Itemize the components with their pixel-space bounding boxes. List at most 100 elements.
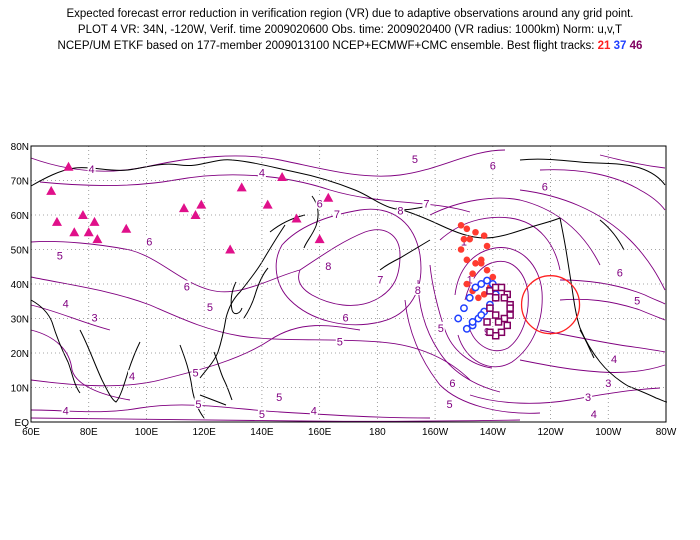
contour-line <box>30 276 471 381</box>
track-37-point <box>477 280 486 288</box>
contour-label-bg <box>610 352 619 364</box>
contour-label: 6 <box>146 237 152 249</box>
contour-label: 5 <box>412 154 418 166</box>
track-37-point <box>471 283 480 292</box>
station-triangle <box>277 172 288 182</box>
contour-label: 6 <box>343 313 349 325</box>
station-triangle <box>314 234 325 244</box>
contour-label-bg <box>324 259 333 271</box>
contour-lines <box>30 149 666 422</box>
track-21-point <box>477 256 485 264</box>
contour-label-bg <box>191 366 200 378</box>
contour-label-bg <box>445 397 454 409</box>
lon-tick-label: 140W <box>480 427 507 438</box>
track-37-point <box>468 318 477 326</box>
lat-tick-label: 80N <box>11 142 29 153</box>
contour-label: 5 <box>337 337 343 349</box>
contour-label: 1 <box>467 275 473 287</box>
contour-label-bg <box>128 370 137 382</box>
contour-label-bg <box>61 297 70 309</box>
coastline-borneo <box>199 394 227 406</box>
contour-line <box>519 359 666 373</box>
title-line-3-prefix: NCEP/UM ETKF based on 177-member 2009013… <box>57 40 595 52</box>
track-46-point <box>497 283 506 292</box>
contour-line <box>30 304 111 331</box>
lat-tick-label: 50N <box>11 246 29 257</box>
track-21-point <box>483 242 491 250</box>
contour-label: 7 <box>423 199 429 211</box>
observation-stations <box>46 161 334 254</box>
contour-label-bg <box>589 408 598 420</box>
station-triangle <box>190 210 201 219</box>
contour-label-bg <box>376 273 385 285</box>
station-triangle <box>196 199 207 209</box>
contour-line <box>417 279 501 393</box>
track-37-point <box>454 314 463 323</box>
contour-label-bg <box>396 204 405 216</box>
station-triangle <box>225 244 236 254</box>
contour-label: 5 <box>259 409 265 421</box>
station-triangle <box>83 227 94 237</box>
coastline-south-asia <box>30 299 81 394</box>
contour-label-bg <box>55 249 64 261</box>
track-21-point <box>480 291 488 298</box>
contour-label-bg <box>332 208 341 219</box>
coastline-india <box>79 329 141 403</box>
contour-label: 4 <box>129 371 135 383</box>
contour-line <box>30 149 506 177</box>
track-21-point <box>475 294 482 302</box>
track-37-point <box>462 324 471 333</box>
coastline-indochina <box>179 344 205 419</box>
track-21-point <box>463 256 471 264</box>
title-line-3: NCEP/UM ETKF based on 177-member 2009013… <box>0 38 700 54</box>
track-legend-46: 46 <box>629 40 643 52</box>
station-triangle <box>46 185 57 195</box>
contour-label-bg <box>540 180 549 192</box>
contour-line <box>298 229 401 306</box>
track-21-point <box>472 260 479 267</box>
track-37-point <box>483 276 491 285</box>
track-21-point <box>466 235 474 243</box>
lon-tick-label: 120E <box>193 427 217 438</box>
track-21-point <box>472 228 479 236</box>
contour-line <box>275 208 422 326</box>
contour-line <box>559 279 666 305</box>
lon-tick-label: 160E <box>308 427 332 438</box>
contour-label-bg <box>633 294 642 306</box>
contour-labels: 456646778865687435654555445911565343654 <box>55 152 642 421</box>
lon-tick-label: 80W <box>656 427 677 438</box>
contour-label-bg <box>315 197 324 209</box>
track-21-point <box>489 273 497 281</box>
contour-line <box>30 329 131 401</box>
contour-line <box>469 387 661 404</box>
station-triangle <box>291 213 302 223</box>
station-triangle <box>77 210 88 219</box>
lon-tick-label: 160W <box>422 427 449 438</box>
track-46-point <box>483 318 491 326</box>
station-triangle <box>121 223 132 233</box>
contour-label: 3 <box>91 313 97 325</box>
track-21-point <box>463 280 471 288</box>
contour-label: 7 <box>377 275 383 287</box>
contour-label: 8 <box>397 206 403 218</box>
contour-line <box>599 154 666 169</box>
lat-tick-label: 70N <box>11 177 29 188</box>
contour-label: 4 <box>591 409 597 421</box>
lon-tick-label: 100W <box>595 427 622 438</box>
lon-tick-label: 100E <box>135 427 159 438</box>
station-triangle <box>69 227 80 237</box>
contour-label-bg <box>615 266 624 278</box>
contour-line <box>429 197 601 266</box>
contour-label: 6 <box>184 281 190 293</box>
contour-label: 8 <box>415 285 421 297</box>
contour-label: 4 <box>259 168 265 180</box>
lat-tick-label: 20N <box>11 349 29 360</box>
contour-label-bg <box>61 404 70 416</box>
title-line-1: Expected forecast error reduction in ver… <box>66 8 634 20</box>
coastline-philippines <box>213 351 233 401</box>
station-triangle <box>262 199 273 209</box>
coastline-baja <box>579 329 595 359</box>
contour-label: 4 <box>63 406 69 418</box>
